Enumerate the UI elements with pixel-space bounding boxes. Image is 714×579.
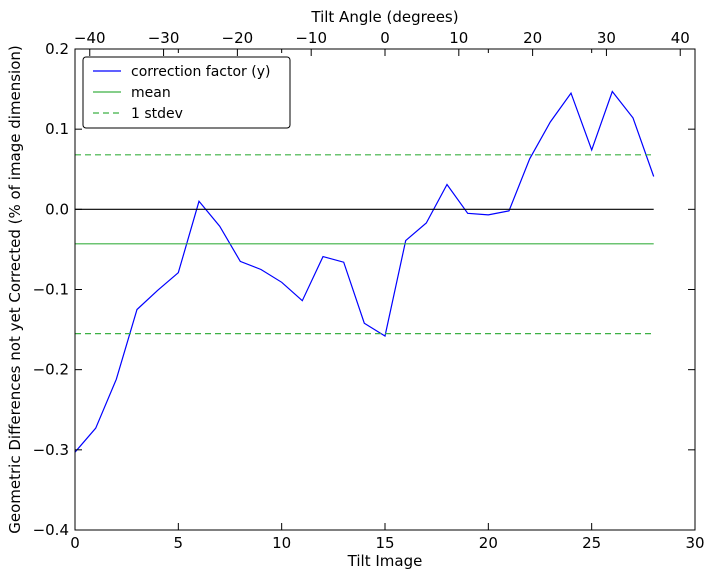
series-layer [74, 90, 655, 453]
top-x-tick-label: 30 [597, 29, 616, 47]
y-tick-label: 0.2 [45, 40, 69, 58]
x-tick-label: 30 [685, 534, 704, 552]
x-tick-label: 25 [582, 534, 601, 552]
y-tick-label: −0.4 [33, 521, 69, 539]
x-tick-label: 0 [70, 534, 80, 552]
x-tick-label: 5 [174, 534, 184, 552]
top-x-tick-label: −40 [74, 29, 106, 47]
x-tick-label: 20 [479, 534, 498, 552]
legend-label: 1 stdev [131, 106, 183, 122]
top-x-tick-label: −10 [295, 29, 327, 47]
top-x-tick-label: −20 [222, 29, 254, 47]
y-tick-label: −0.3 [33, 441, 69, 459]
ticks-layer: 0 5 10 15 20 25 30 −0.4 −0.3 −0.2 −0.1 0.0 0.1 0.2 −40… [33, 29, 705, 552]
y-axis-label: Geometric Differences not yet Corrected … [6, 45, 24, 534]
y-tick-label: 0.1 [45, 120, 69, 138]
legend-box [82, 56, 291, 129]
legend-label: mean [131, 85, 171, 101]
top-x-tick-label: 10 [449, 29, 468, 47]
x-tick-label: 10 [272, 534, 291, 552]
top-x-axis-label: Tilt Angle (degrees) [310, 8, 458, 26]
top-x-tick-label: 40 [671, 29, 690, 47]
legend: correction factor (y) mean 1 stdev [82, 56, 291, 129]
legend-label: correction factor (y) [131, 64, 270, 80]
y-tick-label: 0.0 [45, 200, 69, 218]
top-x-tick-label: −30 [148, 29, 180, 47]
top-x-tick-label: 20 [523, 29, 542, 47]
y-tick-label: −0.2 [33, 361, 69, 379]
series-line-0 [74, 90, 655, 453]
x-tick-label: 15 [375, 534, 394, 552]
y-tick-label: −0.1 [33, 281, 69, 299]
x-axis-label: Tilt Image [347, 552, 423, 570]
top-x-tick-label: 0 [380, 29, 390, 47]
